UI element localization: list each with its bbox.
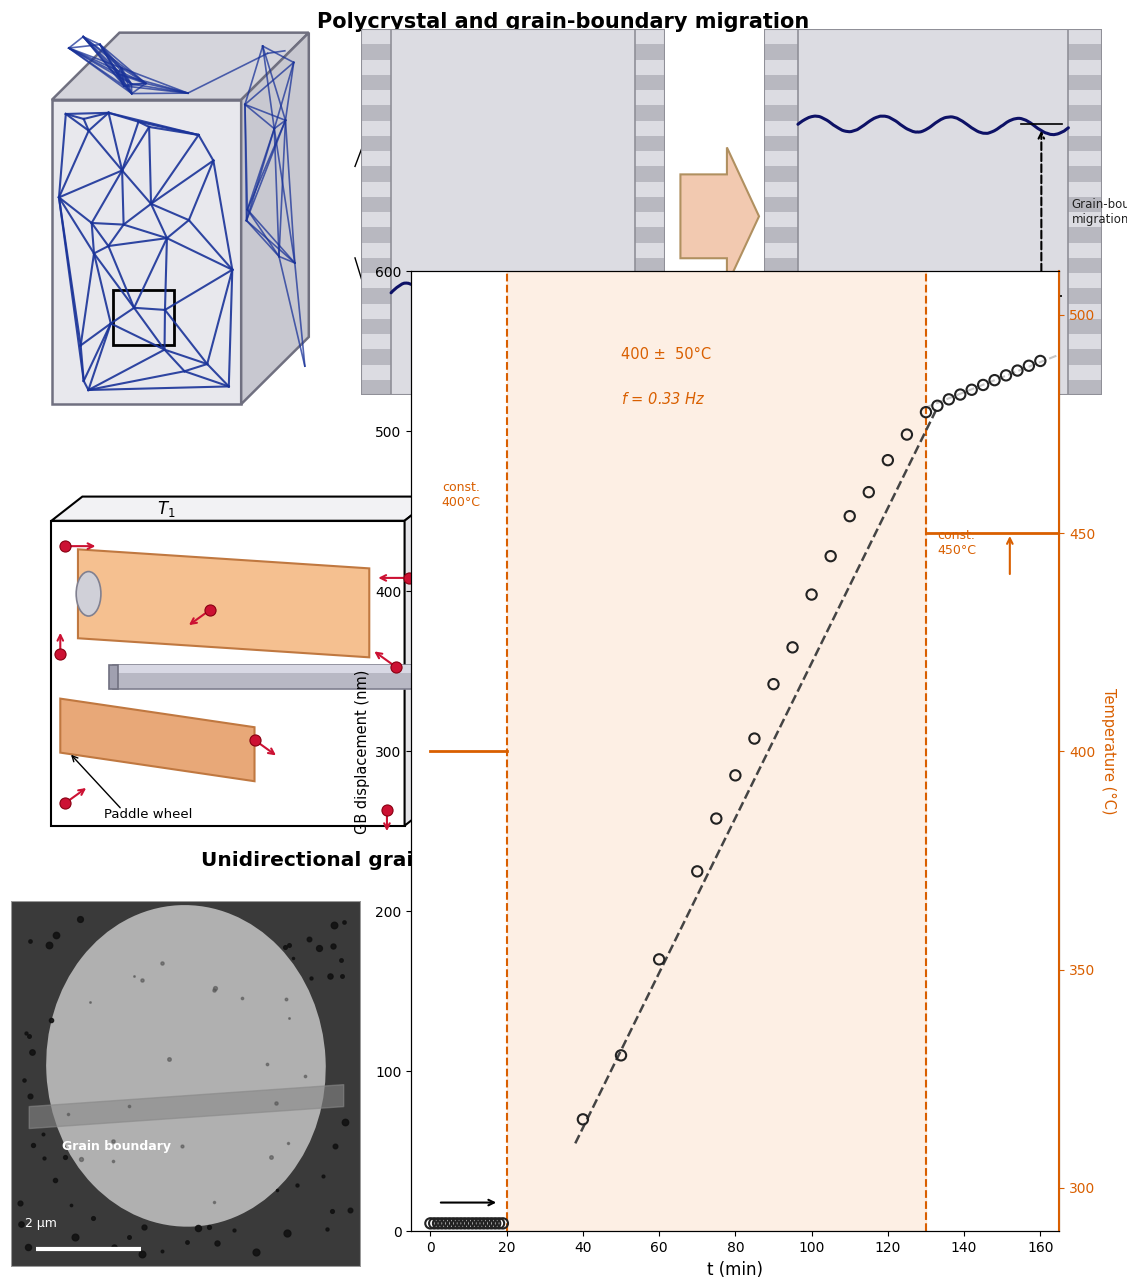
Point [1020, 356, 1038, 376]
Point [479, 1213, 497, 1234]
Point [689, 861, 707, 882]
Point [974, 375, 992, 396]
Y-axis label: GB displacement (nm): GB displacement (nm) [355, 669, 370, 833]
Y-axis label: Temperature (°C): Temperature (°C) [1101, 689, 1116, 814]
Point [490, 1213, 508, 1234]
Bar [507, 271, 926, 1231]
Point [612, 1044, 630, 1065]
Point [822, 545, 840, 566]
Point [463, 1213, 481, 1234]
Point [997, 365, 1015, 385]
Point [444, 1213, 462, 1234]
Point [433, 1213, 451, 1234]
Point [745, 728, 763, 749]
Point [474, 1213, 492, 1234]
Point [574, 1108, 592, 1129]
Text: const.
400°C: const. 400°C [442, 481, 481, 509]
Point [727, 765, 745, 786]
Point [494, 1213, 512, 1234]
Point [841, 506, 859, 526]
Text: $f$ = 0.33 Hz: $f$ = 0.33 Hz [621, 392, 706, 407]
Point [486, 1213, 504, 1234]
Point [962, 379, 980, 399]
Point [482, 1213, 500, 1234]
Point [764, 673, 782, 694]
Point [951, 384, 969, 404]
Point [460, 1213, 478, 1234]
Text: Polycrystal and grain-boundary migration: Polycrystal and grain-boundary migration [318, 13, 809, 32]
Text: (atomistic simulations): (atomistic simulations) [461, 67, 666, 84]
Point [898, 424, 916, 444]
Point [917, 402, 935, 422]
Point [421, 1213, 440, 1234]
Point [708, 809, 726, 829]
Point [452, 1213, 470, 1234]
Point [860, 481, 878, 502]
Point [1009, 360, 1027, 380]
Text: const.
450°C: const. 450°C [938, 530, 976, 557]
Text: (experiment): (experiment) [507, 891, 620, 909]
Text: Brownian ratchet: Brownian ratchet [462, 435, 665, 454]
Text: Unidirectional grain-boundary migration under cyclic annealing: Unidirectional grain-boundary migration … [201, 851, 926, 870]
Point [650, 948, 668, 969]
Text: 400 ±  50°C: 400 ± 50°C [621, 347, 711, 362]
Point [929, 396, 947, 416]
Point [783, 637, 801, 658]
Point [1031, 351, 1049, 371]
Point [429, 1213, 447, 1234]
Point [985, 370, 1003, 390]
Point [879, 449, 897, 470]
Point [436, 1213, 454, 1234]
Point [802, 584, 820, 604]
X-axis label: t (min): t (min) [708, 1261, 763, 1279]
Point [940, 389, 958, 410]
Text: (theoretical model): (theoretical model) [477, 481, 650, 499]
Point [455, 1213, 473, 1234]
Point [441, 1213, 459, 1234]
Point [425, 1213, 443, 1234]
Point [449, 1213, 467, 1234]
Point [468, 1213, 486, 1234]
Point [471, 1213, 489, 1234]
